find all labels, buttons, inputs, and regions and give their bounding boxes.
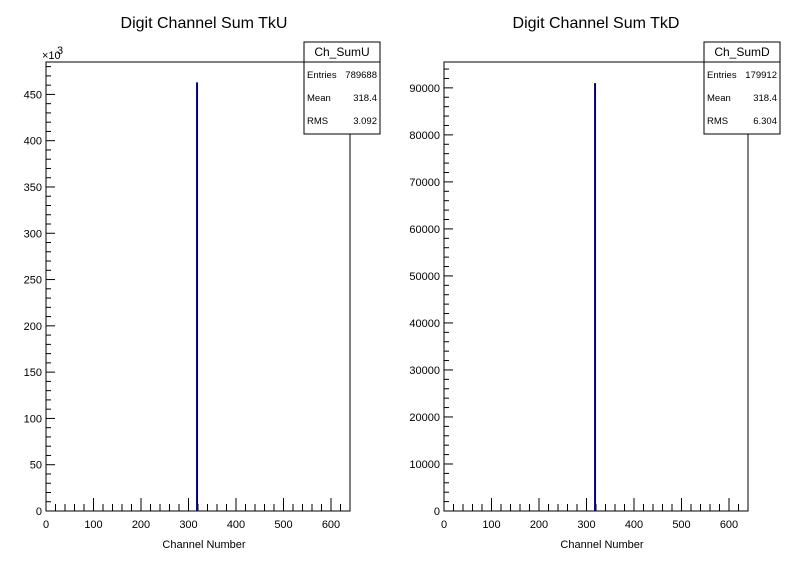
x-axis-label: Channel Number [560, 539, 643, 551]
histogram-panel-2: Digit Channel Sum TkD 0 100 200 300 400 500 600… [409, 15, 781, 551]
stats-value: 318.4 [753, 93, 777, 104]
stats-value: 179912 [745, 70, 777, 81]
x-axis-label: Channel Number [162, 539, 245, 551]
x-tick-label: 400 [625, 519, 643, 531]
x-tick-label: 200 [530, 519, 548, 531]
chart-title: Digit Channel Sum TkU [121, 15, 288, 32]
stats-value: 789688 [345, 70, 377, 81]
x-tick-label: 500 [672, 519, 690, 531]
y-tick-label: 10000 [409, 459, 440, 471]
stats-box: Ch_SumU Entries 789688 Mean 318.4 RMS 3.092 [303, 41, 381, 135]
stats-label: Mean [707, 93, 731, 104]
stats-value: 6.304 [753, 116, 777, 127]
x-tick-label: 0 [43, 519, 49, 531]
stats-label: Entries [707, 70, 737, 81]
stats-box: Ch_SumD Entries 179912 Mean 318.4 RMS 6.304 [703, 41, 781, 135]
y-tick-label: 40000 [409, 318, 440, 330]
stats-value: 3.092 [353, 116, 377, 127]
y-tick-label: 30000 [409, 365, 440, 377]
x-tick-label: 500 [274, 519, 292, 531]
y-tick-label: 150 [24, 367, 42, 379]
x-tick-label: 0 [441, 519, 447, 531]
stats-box-title: Ch_SumU [314, 45, 369, 59]
y-axis-multiplier: ×10 [42, 50, 61, 62]
y-tick-label: 100 [24, 413, 42, 425]
y-axis-multiplier-exponent: 3 [57, 45, 63, 57]
stats-label: RMS [307, 116, 328, 127]
histogram-bin [594, 83, 597, 511]
x-tick-label: 300 [179, 519, 197, 531]
x-tick-label: 100 [482, 519, 500, 531]
x-tick-label: 600 [322, 519, 340, 531]
x-tick-label: 300 [577, 519, 595, 531]
y-tick-label: 90000 [409, 83, 440, 95]
stats-box-frame [703, 41, 781, 135]
y-tick-label: 80000 [409, 130, 440, 142]
stats-label: Entries [307, 70, 337, 81]
stats-box-frame [303, 41, 381, 135]
y-tick-label: 200 [24, 321, 42, 333]
stats-value: 318.4 [353, 93, 377, 104]
y-tick-label: 50 [30, 460, 42, 472]
y-tick-label: 450 [24, 89, 42, 101]
stats-label: RMS [707, 116, 728, 127]
y-tick-label: 350 [24, 182, 42, 194]
x-tick-label: 100 [84, 519, 102, 531]
stats-label: Mean [307, 93, 331, 104]
y-tick-label: 0 [434, 506, 440, 518]
x-tick-label: 400 [227, 519, 245, 531]
y-tick-label: 60000 [409, 224, 440, 236]
y-tick-label: 300 [24, 228, 42, 240]
y-tick-label: 400 [24, 136, 42, 148]
y-tick-label: 0 [36, 506, 42, 518]
y-tick-label: 20000 [409, 412, 440, 424]
y-tick-label: 250 [24, 275, 42, 287]
chart-title: Digit Channel Sum TkD [513, 15, 680, 32]
x-tick-label: 200 [132, 519, 150, 531]
stats-box-title: Ch_SumD [714, 45, 770, 59]
histogram-bin [196, 82, 199, 512]
y-tick-label: 50000 [409, 271, 440, 283]
x-tick-label: 600 [720, 519, 738, 531]
y-tick-label: 70000 [409, 177, 440, 189]
